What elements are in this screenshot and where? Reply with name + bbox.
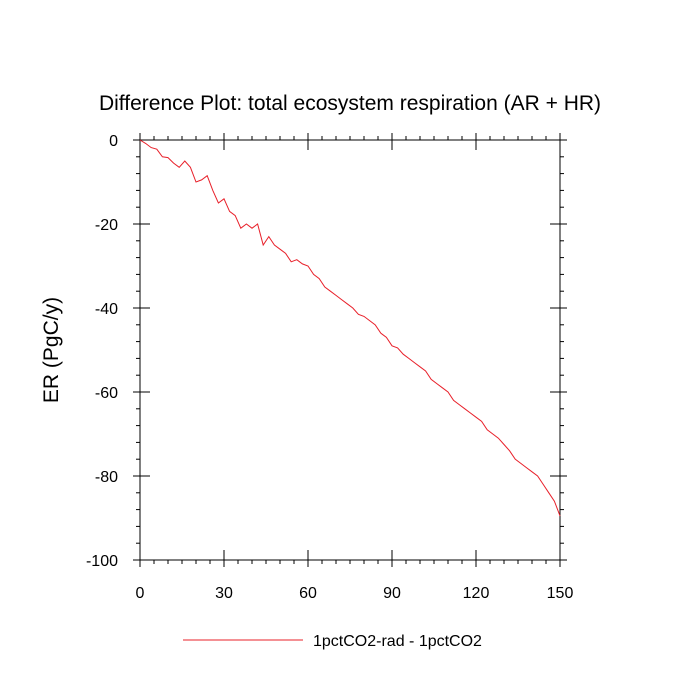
axis-tick-labels: 0 30 60 90 120 150 0 -20 -40 -60 -80 -100 xyxy=(86,133,573,602)
y-tick-label: -40 xyxy=(95,301,118,318)
x-tick-label: 60 xyxy=(299,585,317,602)
x-tick-label: 30 xyxy=(215,585,233,602)
x-tick-label: 150 xyxy=(547,585,574,602)
x-tick-label: 0 xyxy=(136,585,145,602)
y-tick-label: -80 xyxy=(95,469,118,486)
x-tick-label: 90 xyxy=(383,585,401,602)
axis-ticks xyxy=(133,133,567,567)
y-tick-label: -100 xyxy=(86,553,118,570)
legend-label: 1pctCO2-rad - 1pctCO2 xyxy=(313,633,482,650)
y-axis-label: ER (PgC/y) xyxy=(40,297,63,403)
plot-frame xyxy=(139,139,561,561)
chart-title: Difference Plot: total ecosystem respira… xyxy=(99,92,601,115)
y-tick-label: 0 xyxy=(109,133,118,150)
series-line xyxy=(139,139,561,517)
y-tick-label: -60 xyxy=(95,385,118,402)
x-tick-label: 120 xyxy=(463,585,490,602)
y-tick-label: -20 xyxy=(95,217,118,234)
